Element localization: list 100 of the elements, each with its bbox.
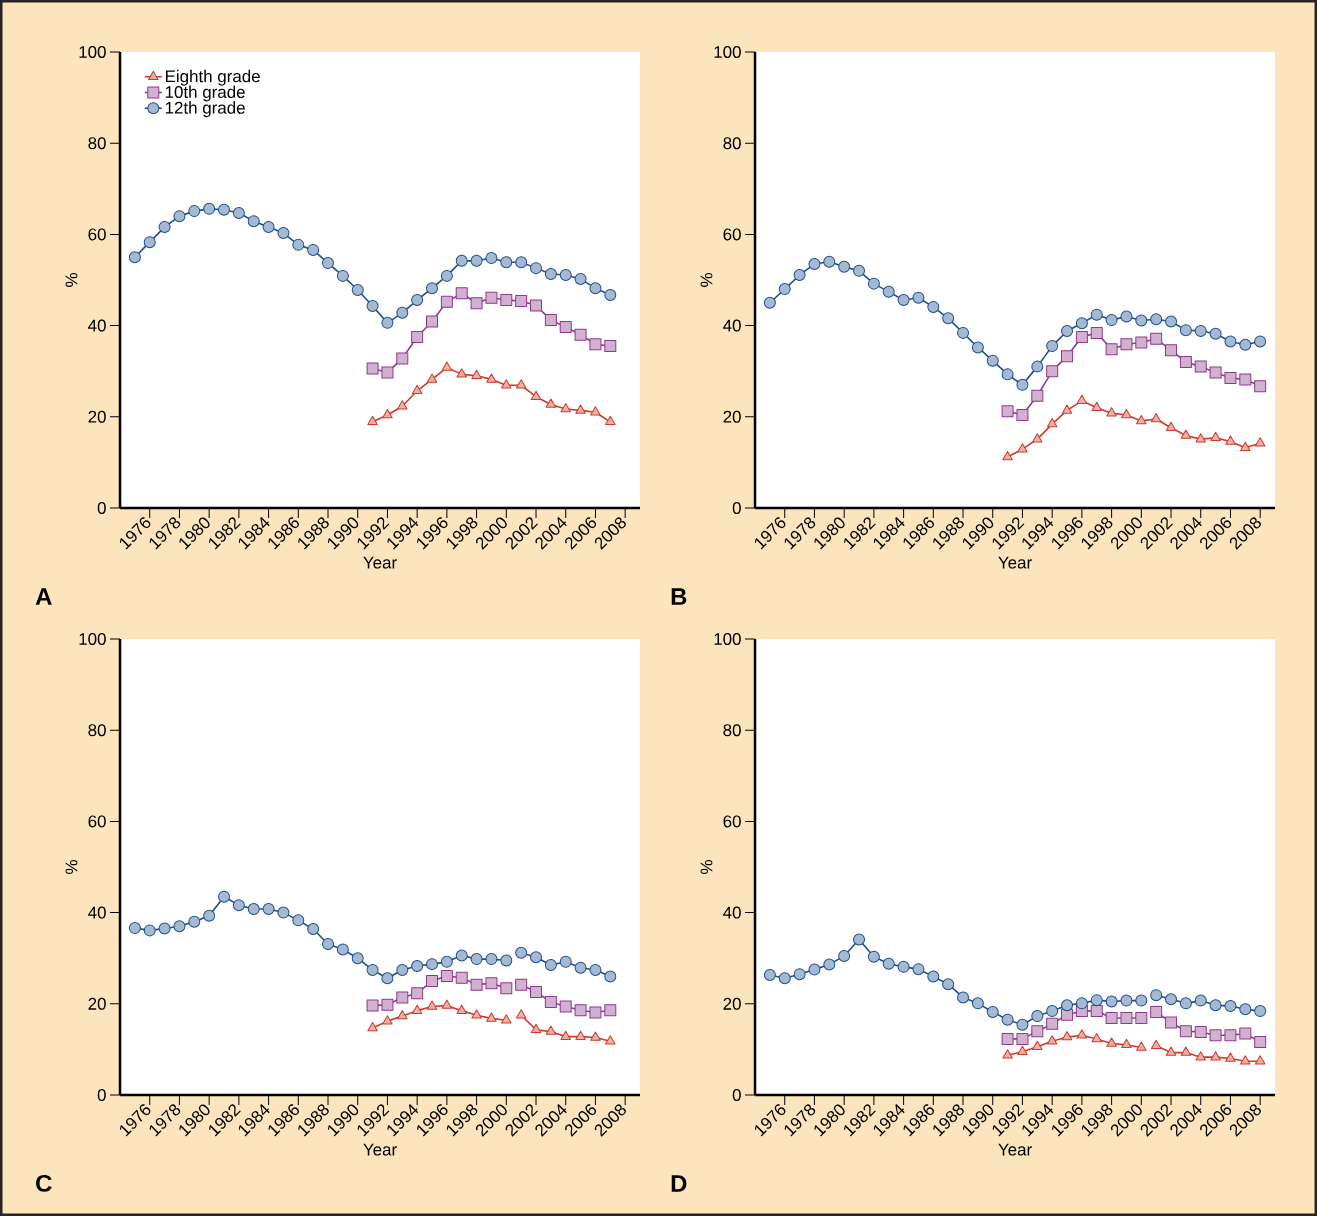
point xyxy=(1135,994,1148,1007)
point xyxy=(971,341,984,354)
point xyxy=(853,264,866,277)
point xyxy=(589,1006,602,1019)
y-tick-label: 80 xyxy=(88,724,106,737)
point xyxy=(575,1030,586,1040)
point xyxy=(1180,1046,1192,1056)
point xyxy=(867,277,880,290)
point xyxy=(912,291,925,304)
point xyxy=(1075,317,1088,330)
point xyxy=(853,933,866,946)
point xyxy=(1150,332,1163,345)
y-tick-label: 40 xyxy=(723,906,741,919)
point xyxy=(455,254,468,267)
point xyxy=(336,269,349,282)
point xyxy=(1016,378,1029,391)
point xyxy=(927,300,940,313)
point xyxy=(351,284,364,297)
point xyxy=(867,950,880,963)
point xyxy=(927,970,940,983)
point xyxy=(307,923,320,936)
point xyxy=(397,1010,408,1020)
point xyxy=(411,987,424,1000)
point xyxy=(1002,450,1013,461)
point xyxy=(501,1014,512,1024)
point xyxy=(471,1009,482,1019)
point xyxy=(515,978,528,991)
point xyxy=(574,1004,587,1017)
point xyxy=(574,328,587,341)
point xyxy=(1225,435,1236,445)
point xyxy=(500,294,513,307)
y-axis-title: % xyxy=(700,860,713,874)
point xyxy=(530,299,543,312)
point xyxy=(1240,1055,1251,1065)
point xyxy=(501,379,512,389)
x-axis-title: Year xyxy=(998,1143,1032,1156)
y-tick-label: 80 xyxy=(88,137,106,150)
point xyxy=(485,252,498,265)
point xyxy=(500,982,513,995)
y-tick-label: 20 xyxy=(723,410,741,423)
point xyxy=(381,316,394,329)
point xyxy=(604,340,617,353)
point xyxy=(1224,335,1237,348)
point xyxy=(232,206,245,219)
point xyxy=(793,268,806,281)
point xyxy=(1002,1049,1013,1059)
point xyxy=(485,977,498,990)
point xyxy=(559,1000,572,1013)
point xyxy=(143,924,156,937)
point xyxy=(545,398,557,408)
y-tick-label: 0 xyxy=(97,1089,106,1101)
point xyxy=(500,256,513,269)
point xyxy=(957,326,970,339)
point xyxy=(1254,1036,1267,1049)
point xyxy=(604,1004,617,1017)
point xyxy=(1091,401,1102,411)
point xyxy=(808,258,821,271)
y-tick-label: 100 xyxy=(714,45,741,58)
point xyxy=(1106,407,1117,417)
point xyxy=(1061,404,1073,414)
point xyxy=(957,991,970,1004)
point xyxy=(605,1035,616,1045)
point xyxy=(1046,1005,1059,1018)
point xyxy=(1210,431,1221,442)
point xyxy=(1046,1035,1058,1045)
point xyxy=(411,384,423,395)
point xyxy=(589,338,602,351)
point xyxy=(1210,1051,1221,1061)
point xyxy=(560,403,571,413)
point xyxy=(336,943,349,956)
point xyxy=(1179,324,1192,337)
point xyxy=(1254,1055,1266,1065)
point xyxy=(1120,1011,1133,1024)
point xyxy=(1254,437,1266,447)
point xyxy=(188,915,201,928)
point xyxy=(778,283,791,296)
point xyxy=(440,955,453,968)
x-axis-title: Year xyxy=(363,556,397,569)
point xyxy=(277,227,290,240)
point xyxy=(1194,1026,1207,1039)
point xyxy=(381,998,394,1011)
point xyxy=(1136,1041,1147,1051)
point xyxy=(262,902,275,915)
point xyxy=(1031,1025,1044,1038)
point xyxy=(396,964,409,977)
point xyxy=(396,352,409,365)
y-tick-label: 40 xyxy=(88,906,106,919)
point xyxy=(1090,308,1103,321)
point xyxy=(1001,405,1014,418)
point xyxy=(1209,999,1222,1012)
point xyxy=(763,296,776,309)
point xyxy=(1120,338,1133,351)
point xyxy=(411,294,424,307)
point xyxy=(456,1004,467,1014)
point xyxy=(470,978,483,991)
point xyxy=(426,958,439,971)
point xyxy=(1254,380,1267,393)
point xyxy=(455,949,468,962)
point xyxy=(143,236,156,249)
point xyxy=(559,320,572,333)
